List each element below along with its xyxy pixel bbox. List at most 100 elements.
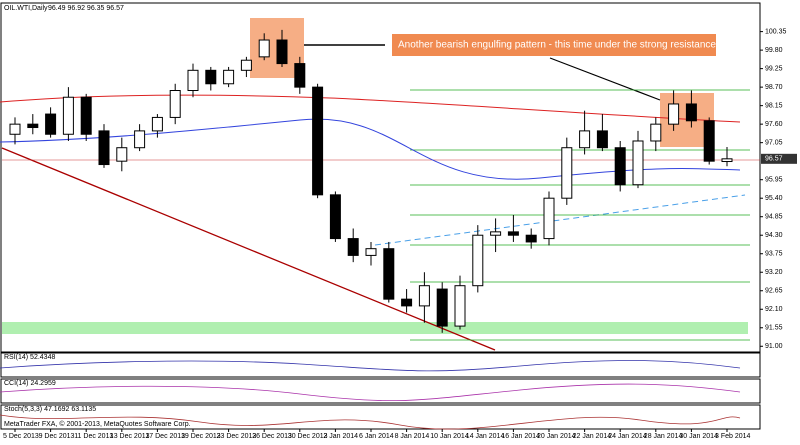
- y-tick-label: 97.05: [765, 140, 783, 147]
- x-tick-label: 20 Jan 2014: [537, 433, 576, 440]
- y-tick-label: 91.55: [765, 325, 783, 332]
- x-tick-label: 22 Jan 2014: [573, 433, 612, 440]
- stoch-line: [0, 414, 741, 430]
- candle-body: [365, 248, 377, 256]
- x-tick-label: 5 Dec 2013: [3, 433, 39, 440]
- candle-body: [134, 130, 146, 149]
- candle-body: [383, 248, 395, 300]
- candle-body: [650, 123, 662, 142]
- candle-body: [294, 63, 306, 88]
- current-price: 96.57: [765, 156, 783, 163]
- y-tick-label: 92.10: [765, 306, 783, 313]
- trend-line: [1, 147, 496, 351]
- indicator-label: RSI(14) 52.4348: [4, 354, 55, 361]
- x-tick-label: 2 Jan 2014: [323, 433, 358, 440]
- candle-body: [721, 158, 733, 163]
- candle-body: [240, 59, 252, 71]
- candle-body: [98, 130, 110, 166]
- x-tick-label: 30 Dec 2013: [288, 433, 328, 440]
- candle-body: [80, 96, 92, 135]
- x-tick-label: 8 Jan 2014: [395, 433, 430, 440]
- y-tick-label: 93.75: [765, 251, 783, 258]
- candle-body: [454, 285, 466, 327]
- y-tick-label: 93.20: [765, 269, 783, 276]
- candle-body: [9, 123, 21, 135]
- stoch-panel: [0, 404, 761, 430]
- rsi-panel: [0, 352, 761, 378]
- x-tick-label: 6 Jan 2014: [359, 433, 394, 440]
- candle-body: [436, 288, 448, 327]
- y-tick-label: 99.80: [765, 47, 783, 54]
- candle-body: [312, 86, 324, 196]
- candle-body: [418, 285, 430, 307]
- candle-body: [187, 69, 199, 92]
- annotation: Another bearish engulfing pattern - this…: [398, 40, 743, 51]
- candle-body: [543, 197, 555, 240]
- y-tick-label: 92.65: [765, 288, 783, 295]
- trend-line: [374, 194, 746, 246]
- main-panel: [0, 2, 761, 353]
- x-tick-label: 3 Feb 2014: [715, 433, 751, 440]
- x-tick-label: 19 Dec 2013: [181, 433, 221, 440]
- y-tick-label: 95.95: [765, 177, 783, 184]
- candle-body: [507, 231, 519, 236]
- fib-lines: [410, 89, 750, 341]
- candle-body: [258, 39, 270, 58]
- indicator-label: Stoch(5,3,3) 47.1692 63.1135: [4, 406, 96, 413]
- x-tick-label: 13 Dec 2013: [110, 433, 150, 440]
- copyright: MetaTrader FXA, © 2001-2013, MetaQuotes …: [4, 420, 191, 428]
- y-tick-label: 91.00: [765, 343, 783, 350]
- candle-body: [62, 96, 74, 135]
- y-tick-label: 97.60: [765, 121, 783, 128]
- x-tick-label: 30 Jan 2014: [679, 433, 718, 440]
- candle-body: [614, 147, 626, 186]
- y-tick-label: 98.70: [765, 84, 783, 91]
- y-tick-label: 94.85: [765, 214, 783, 221]
- candle-body: [525, 234, 537, 243]
- candle-body: [27, 123, 39, 129]
- x-tick-label: 24 Jan 2014: [608, 433, 647, 440]
- y-tick-label: 95.40: [765, 195, 783, 202]
- y-tick-label: 94.30: [765, 232, 783, 239]
- x-tick-label: 11 Dec 2013: [74, 433, 113, 440]
- candle-body: [276, 39, 288, 65]
- candle-body: [45, 113, 57, 135]
- candle-body: [596, 130, 608, 149]
- candle-body: [205, 69, 217, 85]
- candle-body: [561, 147, 573, 199]
- candle-body: [401, 298, 413, 307]
- x-tick-label: 10 Jan 2014: [430, 433, 469, 440]
- candle-body: [223, 69, 235, 85]
- moving-average: [0, 94, 741, 123]
- indicator-label: CCI(14) 24.2959: [4, 380, 56, 387]
- y-tick-label: 98.15: [765, 102, 783, 109]
- chart-title: OIL.WTI,Daily: [4, 5, 48, 12]
- candle-body: [169, 90, 181, 118]
- annotation-box: [392, 34, 716, 56]
- candle-body: [703, 120, 715, 162]
- x-tick-label: 17 Dec 2013: [145, 433, 185, 440]
- x-tick-label: 28 Jan 2014: [644, 433, 683, 440]
- x-tick-label: 26 Dec 2013: [252, 433, 292, 440]
- x-tick-label: 16 Jan 2014: [501, 433, 540, 440]
- candle-body: [116, 147, 128, 162]
- candle-body: [490, 231, 502, 236]
- y-tick-label: 100.35: [765, 28, 787, 35]
- rsi-line: [0, 360, 741, 372]
- candle-body: [632, 140, 644, 186]
- x-tick-label: 9 Dec 2013: [39, 433, 75, 440]
- candle-body: [329, 194, 341, 240]
- candle-body: [472, 234, 484, 287]
- candle-body: [668, 103, 680, 125]
- candle-body: [685, 103, 697, 122]
- arrow-line: [549, 57, 661, 101]
- cci-line: [0, 383, 741, 402]
- x-tick-label: 14 Jan 2014: [466, 433, 505, 440]
- cci-panel: [0, 378, 761, 404]
- support-zone: [2, 322, 748, 334]
- candle-body: [579, 130, 591, 149]
- candle-body: [151, 116, 163, 132]
- x-tick-label: 23 Dec 2013: [217, 433, 257, 440]
